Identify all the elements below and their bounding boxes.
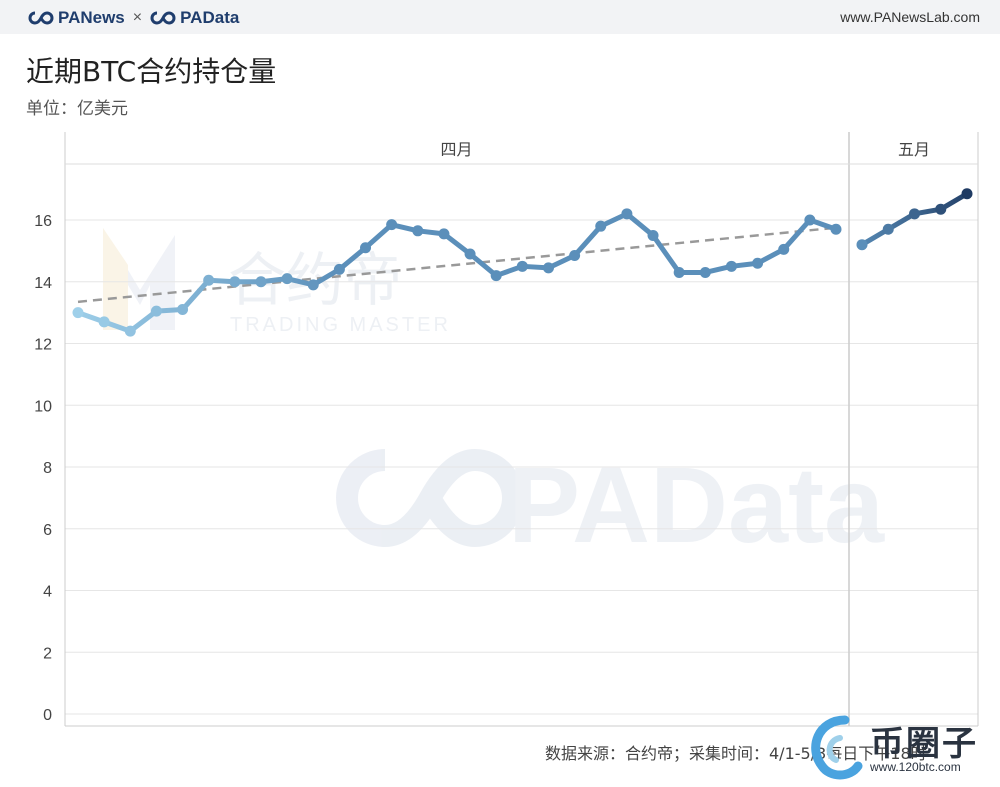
y-tick-label: 6 [43, 522, 52, 539]
panel-label: 五月 [898, 140, 930, 159]
data-point [98, 316, 110, 328]
data-point [150, 305, 162, 317]
corner-watermark: 币圈子 www.120btc.com [800, 708, 1000, 787]
data-point [621, 208, 633, 220]
trend-line [77, 226, 837, 304]
data-point [124, 325, 136, 337]
data-point [673, 266, 685, 278]
y-tick-label: 8 [43, 460, 52, 477]
data-point [203, 274, 215, 286]
corner-watermark-url: www.120btc.com [870, 760, 961, 774]
frame-layer [64, 132, 979, 727]
y-tick-label: 0 [43, 707, 52, 724]
padata-watermark-icon [336, 448, 524, 548]
site-url[interactable]: www.PANewsLab.com [840, 9, 980, 25]
y-tick-label: 14 [34, 275, 52, 292]
data-point [490, 270, 502, 282]
watermark-padata-text: PAData [508, 444, 885, 565]
data-point [778, 243, 790, 255]
data-point [386, 219, 398, 231]
data-point [699, 266, 711, 278]
grid-layer [65, 219, 978, 715]
data-point [882, 223, 894, 235]
data-point [464, 248, 476, 260]
trend-layer [77, 226, 837, 304]
data-point [752, 257, 764, 269]
data-point [830, 223, 842, 235]
data-point [333, 263, 345, 275]
data-point [856, 239, 868, 251]
y-tick-label: 16 [34, 213, 52, 230]
data-point [281, 273, 293, 285]
data-point [935, 203, 947, 215]
brand-logos: PANews × PAData [28, 7, 239, 29]
data-point [542, 262, 554, 274]
data-point [307, 279, 319, 291]
panel-labels: 四月 五月 [440, 140, 930, 159]
padata-logo-icon [150, 11, 176, 25]
data-point [72, 307, 84, 319]
brand-panews: PANews [58, 8, 125, 27]
panel-label: 四月 [440, 140, 472, 159]
data-point [229, 276, 241, 288]
data-point [438, 228, 450, 240]
chart-subtitle: 单位：亿美元 [26, 99, 128, 119]
y-axis: 0 2 4 6 8 10 12 14 16 [34, 213, 52, 724]
data-point [255, 276, 267, 288]
data-point [360, 242, 372, 254]
y-tick-label: 10 [34, 398, 52, 415]
corner-watermark-cn: 币圈子 [870, 724, 978, 764]
panews-logo-icon [28, 11, 54, 25]
watermark-padata: PAData [336, 444, 885, 565]
data-point [177, 304, 189, 316]
data-point [569, 250, 581, 262]
series-line-april [75, 211, 839, 334]
data-point [961, 188, 973, 200]
data-point [647, 229, 659, 241]
brand-separator: × [132, 9, 143, 26]
watermark-contract-en: TRADING MASTER [230, 314, 451, 336]
chart-title: 近期BTC合约持仓量 [26, 55, 277, 88]
y-tick-label: 4 [43, 584, 52, 601]
top-banner: PANews × PAData www.PANewsLab.com [0, 0, 1000, 34]
data-point [725, 260, 737, 272]
data-point [909, 208, 920, 220]
data-point [516, 260, 528, 272]
data-point [412, 225, 424, 237]
brand-padata: PAData [180, 8, 240, 27]
y-tick-label: 12 [34, 337, 52, 354]
corner-swirl-icon [811, 715, 863, 780]
series-layer [72, 188, 973, 337]
data-point [804, 214, 816, 226]
y-tick-label: 2 [43, 645, 52, 662]
data-point [595, 220, 607, 232]
